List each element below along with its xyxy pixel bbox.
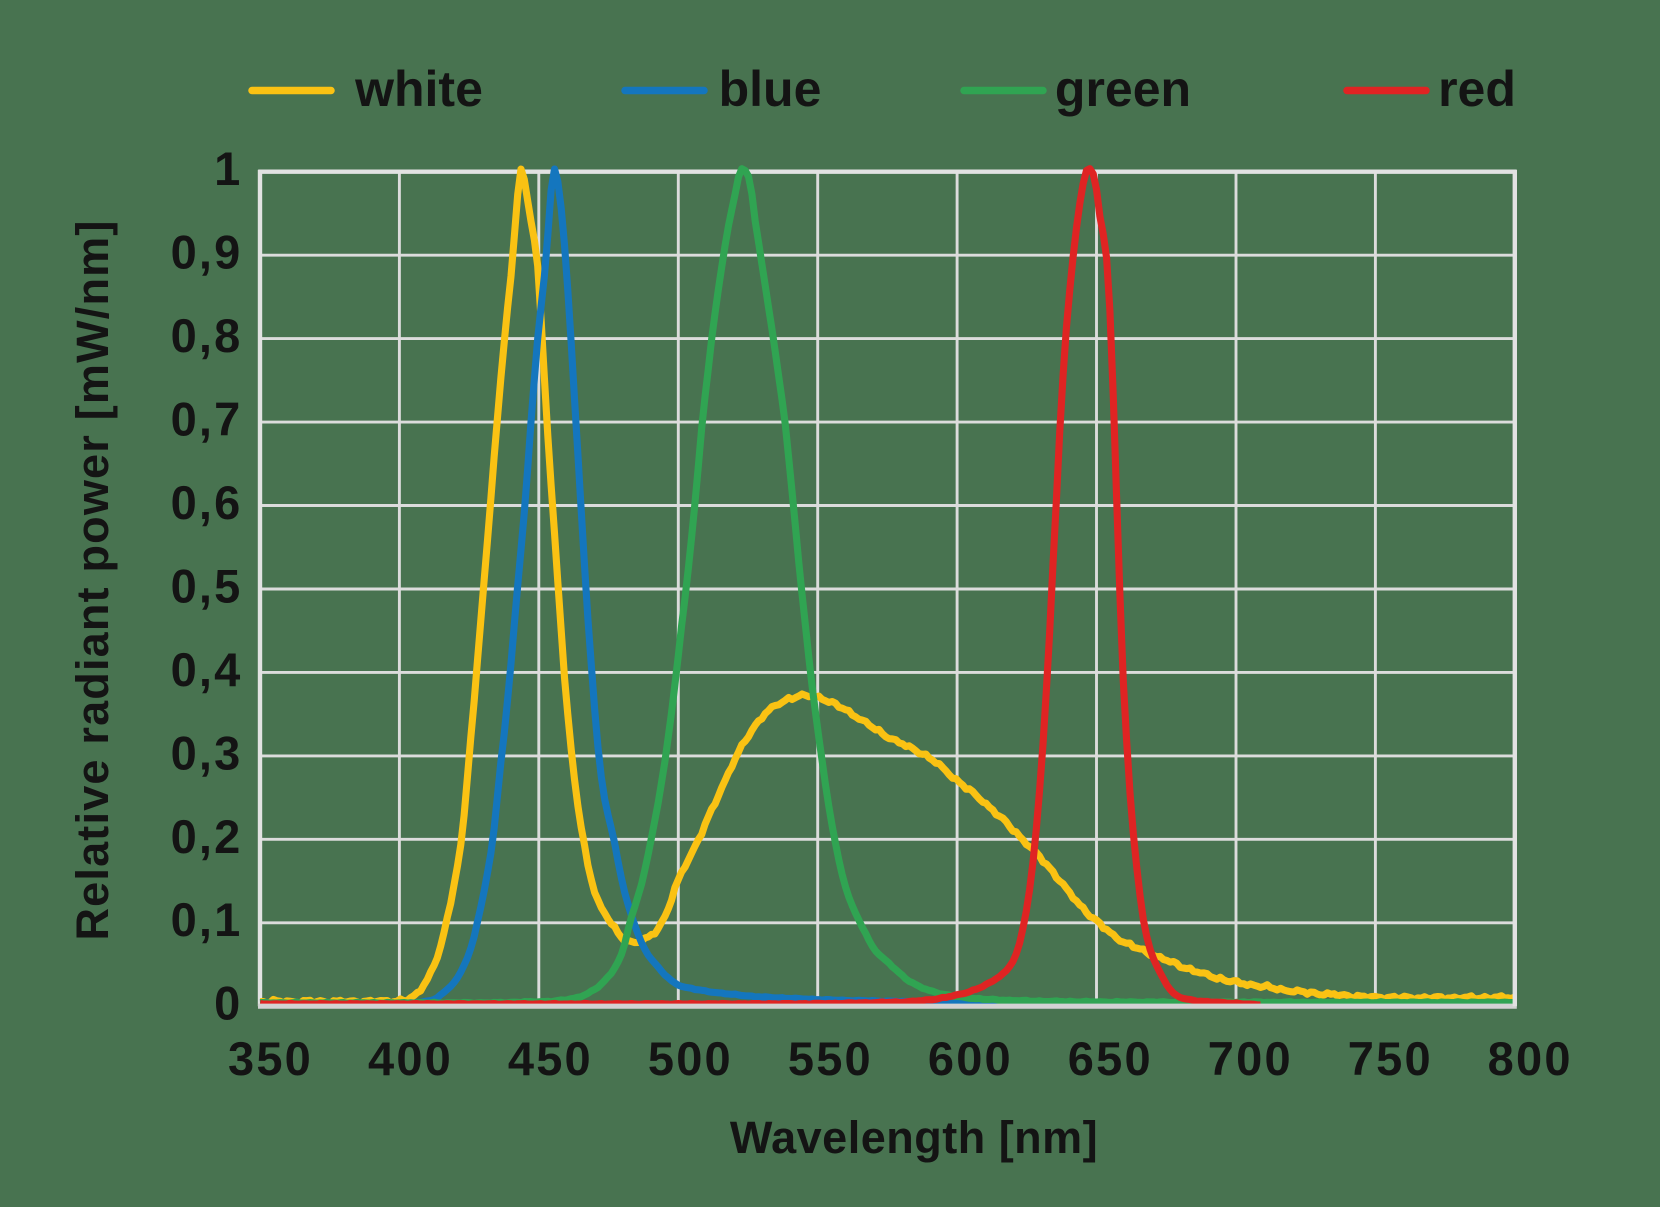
svg-text:750: 750 — [1348, 1032, 1433, 1085]
svg-text:Wavelength [nm]: Wavelength [nm] — [730, 1112, 1098, 1163]
svg-text:0,8: 0,8 — [171, 309, 243, 362]
svg-text:350: 350 — [228, 1032, 313, 1085]
svg-text:400: 400 — [368, 1032, 453, 1085]
svg-text:600: 600 — [928, 1032, 1013, 1085]
svg-text:blue: blue — [719, 61, 822, 117]
svg-text:700: 700 — [1208, 1032, 1293, 1085]
svg-text:0,7: 0,7 — [171, 393, 243, 446]
svg-text:0,3: 0,3 — [171, 726, 243, 779]
svg-text:450: 450 — [508, 1032, 593, 1085]
svg-text:white: white — [354, 61, 483, 117]
svg-text:650: 650 — [1068, 1032, 1153, 1085]
svg-text:550: 550 — [788, 1032, 873, 1085]
svg-text:Relative radiant power [mW/nm]: Relative radiant power [mW/nm] — [67, 219, 118, 940]
svg-text:500: 500 — [648, 1032, 733, 1085]
svg-text:0,9: 0,9 — [171, 226, 243, 279]
svg-text:0,5: 0,5 — [171, 560, 243, 613]
svg-text:0,1: 0,1 — [171, 893, 243, 946]
svg-text:0,2: 0,2 — [171, 810, 243, 863]
svg-text:800: 800 — [1488, 1032, 1573, 1085]
svg-text:0,4: 0,4 — [171, 643, 243, 696]
svg-text:green: green — [1055, 61, 1191, 117]
svg-text:0,6: 0,6 — [171, 476, 243, 529]
svg-text:red: red — [1438, 61, 1516, 117]
svg-text:1: 1 — [214, 142, 242, 195]
svg-text:0: 0 — [214, 977, 242, 1030]
